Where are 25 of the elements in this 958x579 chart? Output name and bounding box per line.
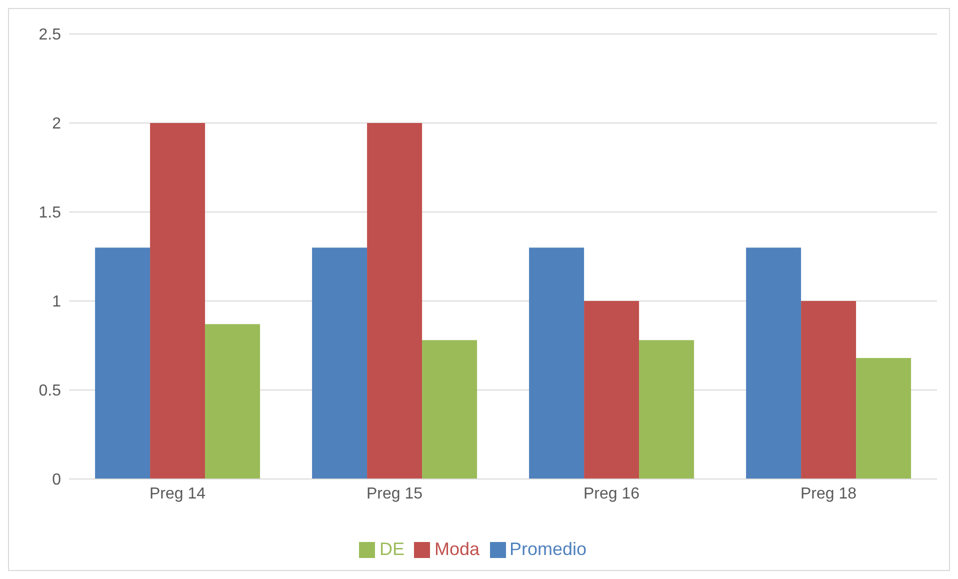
x-tick-label: Preg 15 <box>366 485 423 502</box>
bar <box>639 340 694 479</box>
bar <box>95 248 150 479</box>
bar <box>312 248 368 479</box>
bar <box>801 301 856 479</box>
bar <box>422 340 478 479</box>
y-tick-label: 2.5 <box>38 26 62 44</box>
y-tick-label: 0.5 <box>38 382 62 400</box>
bar <box>529 248 584 479</box>
legend-label: Promedio <box>510 539 587 559</box>
bar <box>856 358 912 479</box>
x-tick-label: Preg 18 <box>800 485 857 502</box>
y-tick-label: 1.5 <box>38 204 62 222</box>
legend-label: Moda <box>434 539 480 559</box>
bar <box>150 123 206 479</box>
bar <box>584 301 640 479</box>
bar <box>367 123 422 479</box>
legend-label: DE <box>379 539 404 559</box>
x-tick-label: Preg 14 <box>149 485 206 502</box>
y-tick-label: 1 <box>52 294 62 311</box>
bar <box>746 248 802 479</box>
x-tick-label: Preg 16 <box>583 485 640 502</box>
y-tick-label: 0 <box>52 472 62 489</box>
bar <box>205 324 260 479</box>
y-tick-label: 2 <box>52 116 62 133</box>
